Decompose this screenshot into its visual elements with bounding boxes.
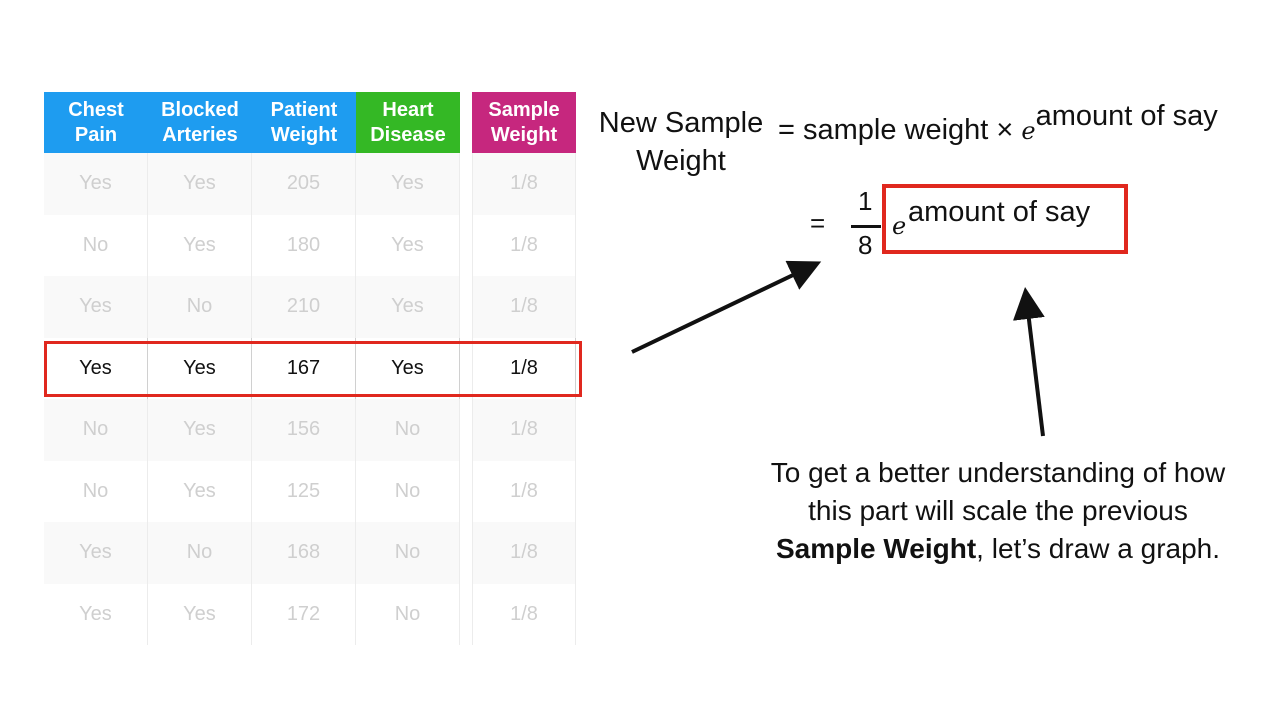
header-patient-weight-line2: Weight — [270, 123, 338, 146]
cell-sample-weight: 1/8 — [472, 276, 576, 338]
formula-rhs-text: = sample weight × — [778, 114, 1014, 146]
cell-chest-pain: No — [44, 460, 148, 522]
caption-text: To get a better understanding of how thi… — [760, 454, 1236, 568]
cell-chest-pain: Yes — [44, 337, 148, 399]
formula-label: New Sample Weight — [588, 104, 774, 180]
header-chest-pain-line2: Pain — [74, 123, 118, 146]
cell-chest-pain: Yes — [44, 153, 148, 215]
cell-blocked-arteries: Yes — [148, 337, 252, 399]
header-blocked-arteries: Blocked Arteries — [148, 92, 252, 153]
cell-chest-pain: Yes — [44, 583, 148, 645]
cell-sample-weight: 1/8 — [472, 522, 576, 584]
exponent-highlight-box — [882, 184, 1128, 254]
cell-patient-weight: 156 — [252, 399, 356, 461]
header-blocked-arteries-line2: Arteries — [162, 123, 238, 146]
cell-heart-disease: No — [356, 522, 460, 584]
cell-chest-pain: No — [44, 214, 148, 276]
caption-bold: Sample Weight — [775, 533, 977, 564]
cell-sample-weight: 1/8 — [472, 153, 576, 215]
formula-second-equals: = — [810, 208, 826, 238]
header-chest-pain: Chest Pain — [44, 92, 148, 153]
header-patient-weight: Patient Weight — [252, 92, 356, 153]
fraction-numerator: 1 — [858, 186, 873, 216]
cell-patient-weight: 172 — [252, 583, 356, 645]
cell-chest-pain: No — [44, 399, 148, 461]
header-patient-weight-line1: Patient — [270, 98, 338, 121]
cell-chest-pain: Yes — [44, 276, 148, 338]
header-sample-weight-line1: Sample — [488, 98, 560, 121]
cell-patient-weight: 205 — [252, 153, 356, 215]
cell-blocked-arteries: Yes — [148, 399, 252, 461]
fraction-denominator: 8 — [858, 230, 873, 260]
cell-sample-weight: 1/8 — [472, 214, 576, 276]
header-heart-disease: Heart Disease — [356, 92, 460, 153]
cell-blocked-arteries: Yes — [148, 153, 252, 215]
header-chest-pain-line1: Chest — [68, 98, 124, 121]
caption-part2: , let’s draw a graph. — [976, 533, 1221, 564]
cell-sample-weight: 1/8 — [472, 460, 576, 522]
fraction-bar — [851, 225, 881, 228]
formula-exponent: amount of say — [1035, 100, 1218, 132]
header-heart-disease-line2: Disease — [370, 123, 446, 146]
header-blocked-arteries-line1: Blocked — [161, 98, 239, 121]
cell-heart-disease: Yes — [356, 276, 460, 338]
header-sample-weight: Sample Weight — [472, 92, 576, 153]
cell-patient-weight: 125 — [252, 460, 356, 522]
arrow-to-exponent — [1012, 287, 1045, 437]
formula-e-symbol: e — [1021, 117, 1036, 145]
cell-sample-weight: 1/8 — [472, 583, 576, 645]
cell-heart-disease: No — [356, 583, 460, 645]
cell-blocked-arteries: No — [148, 276, 252, 338]
header-heart-disease-line1: Heart — [382, 98, 434, 121]
formula-first-line: = sample weight × eamount of say — [778, 100, 1218, 147]
caption-part1: To get a better understanding of how thi… — [770, 457, 1226, 526]
cell-sample-weight: 1/8 — [472, 399, 576, 461]
cell-heart-disease: Yes — [356, 153, 460, 215]
formula-label-line2: Weight — [636, 145, 726, 177]
cell-patient-weight: 180 — [252, 214, 356, 276]
cell-chest-pain: Yes — [44, 522, 148, 584]
header-sample-weight-line2: Weight — [490, 123, 558, 146]
cell-patient-weight: 210 — [252, 276, 356, 338]
cell-heart-disease: No — [356, 460, 460, 522]
formula-label-line1: New Sample — [598, 107, 764, 139]
formula-exponent-second: amount of say — [908, 196, 1091, 228]
cell-sample-weight: 1/8 — [472, 337, 576, 399]
formula-e-symbol-second: e — [892, 212, 907, 240]
cell-patient-weight: 167 — [252, 337, 356, 399]
highlighted-row-box — [44, 341, 582, 397]
cell-blocked-arteries: Yes — [148, 460, 252, 522]
cell-heart-disease: Yes — [356, 214, 460, 276]
arrow-to-fraction — [631, 260, 822, 354]
cell-heart-disease: No — [356, 399, 460, 461]
cell-blocked-arteries: Yes — [148, 583, 252, 645]
cell-heart-disease: Yes — [356, 337, 460, 399]
cell-patient-weight: 168 — [252, 522, 356, 584]
cell-blocked-arteries: Yes — [148, 214, 252, 276]
cell-blocked-arteries: No — [148, 522, 252, 584]
